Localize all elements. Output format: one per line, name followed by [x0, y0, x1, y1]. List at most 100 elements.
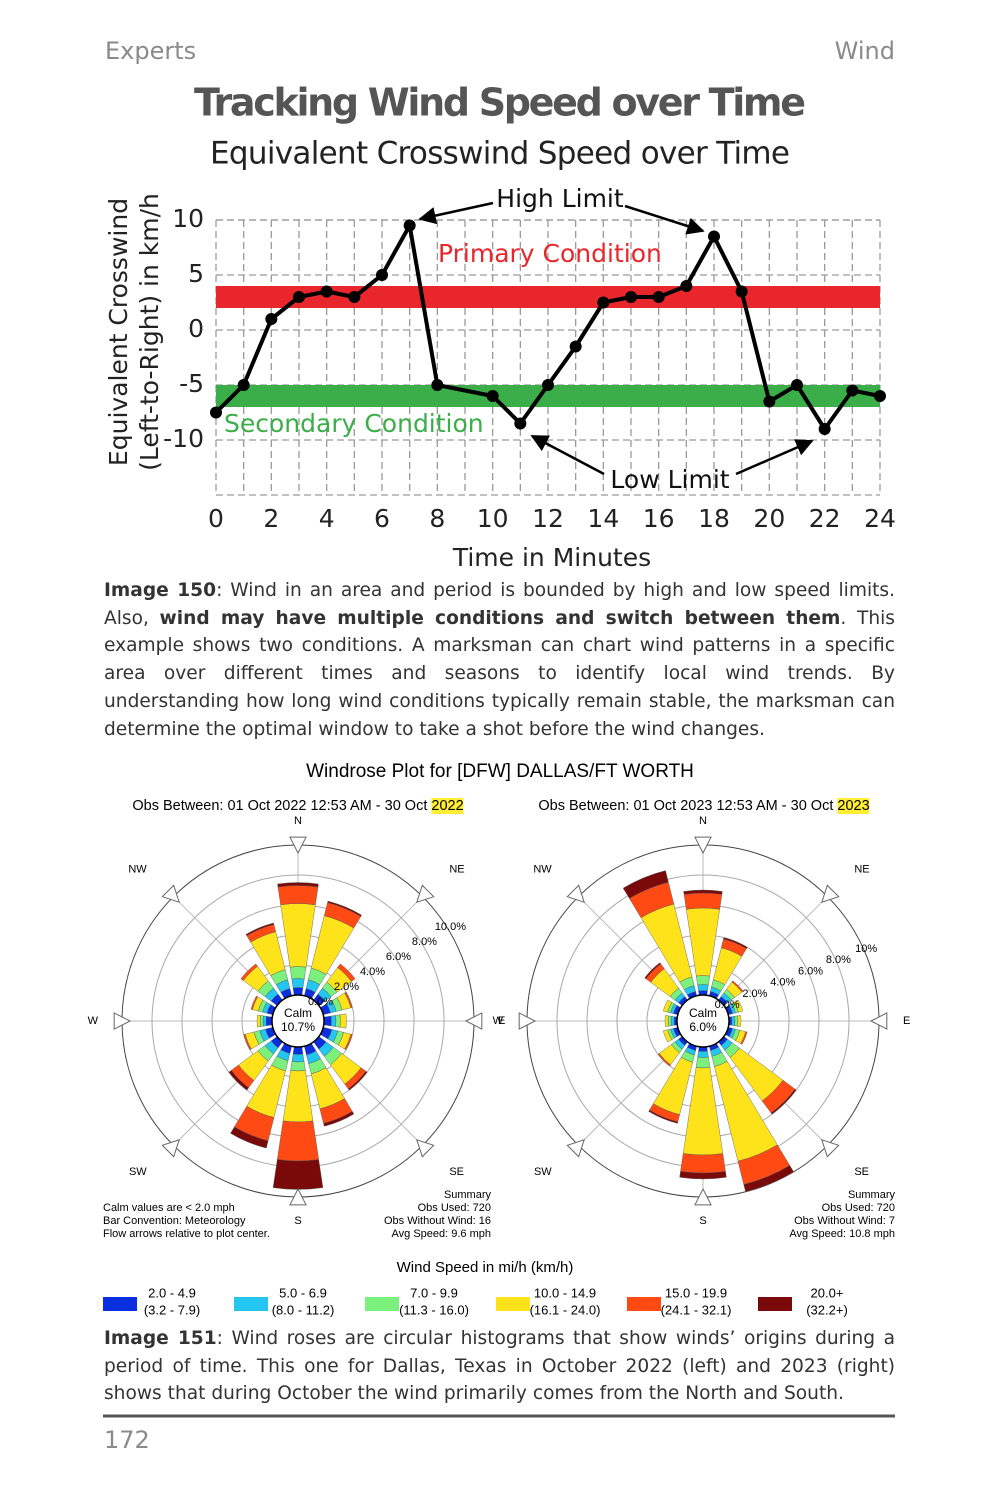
- flow-arrow: [161, 1139, 180, 1158]
- legend-label: 10.0 - 14.9: [534, 1285, 596, 1300]
- legend-label: 20.0+: [811, 1285, 844, 1300]
- compass-label: SW: [129, 1166, 147, 1178]
- wedge: [323, 1015, 332, 1027]
- wedge: [347, 1070, 368, 1091]
- wedge: [648, 1109, 679, 1124]
- wedge: [737, 1015, 742, 1027]
- legend-sublabel: (16.1 - 24.0): [530, 1302, 601, 1317]
- wedge: [245, 922, 275, 936]
- data-point: [818, 423, 831, 435]
- wedge: [734, 999, 744, 1013]
- data-point: [210, 406, 222, 419]
- data-point: [265, 313, 278, 325]
- legend-label: 2.0 - 4.9: [148, 1285, 196, 1300]
- wedge: [682, 1067, 724, 1156]
- data-point: [625, 291, 637, 303]
- compass-label: W: [493, 1015, 504, 1027]
- wedge: [327, 900, 362, 917]
- data-point: [431, 379, 444, 391]
- wedge: [250, 995, 258, 1010]
- compass-label: E: [903, 1015, 910, 1027]
- flow-arrow: [416, 1139, 435, 1158]
- caption-text: . This example shows two conditions. A m…: [104, 607, 895, 740]
- wedge: [640, 903, 693, 983]
- data-point: [514, 417, 527, 430]
- compass-label: E: [498, 1015, 505, 1027]
- wedge: [292, 987, 304, 996]
- wedge: [290, 1061, 306, 1072]
- flow-arrow: [821, 884, 840, 903]
- wedge: [697, 1050, 709, 1058]
- wedge: [289, 966, 307, 980]
- annotation-arrow: [624, 204, 705, 235]
- legend-sublabel: (3.2 - 7.9): [144, 1302, 200, 1317]
- wedge: [657, 1053, 671, 1067]
- running-head: Experts: [105, 37, 196, 65]
- caption: Image 151: Wind roses are circular histo…: [104, 1325, 895, 1408]
- ring-label: 0.0%: [715, 999, 740, 1011]
- ring-label: 2.0%: [334, 981, 359, 993]
- wedge: [337, 963, 356, 982]
- caption: Image 150: Wind in an area and period is…: [104, 577, 895, 743]
- obs-text: Obs Between: 01 Oct 2022 12:53 AM - 30 O…: [132, 798, 428, 814]
- wedge: [667, 1015, 672, 1027]
- wedge: [644, 962, 662, 980]
- ring-label: 2.0%: [742, 988, 767, 1000]
- wedge: [323, 1111, 355, 1127]
- obs-period: Obs Between: 01 Oct 2023 12:53 AM - 30 O…: [538, 798, 870, 814]
- x-tick-label: 20: [753, 504, 785, 533]
- wedge: [731, 980, 744, 993]
- x-tick-label: 2: [263, 504, 279, 533]
- flow-arrow: [566, 1139, 585, 1158]
- flow-arrow: [518, 1012, 537, 1030]
- x-tick-label: 22: [809, 504, 841, 533]
- wedge: [670, 1016, 675, 1026]
- y-tick-label: 5: [188, 259, 204, 288]
- compass-label: NE: [854, 864, 869, 876]
- legend-swatch: [496, 1297, 530, 1311]
- summary: Summary: [444, 1189, 492, 1201]
- wedge: [344, 1033, 353, 1051]
- x-tick-label: 16: [643, 504, 675, 533]
- wedge: [734, 1015, 739, 1027]
- wedge: [243, 1033, 252, 1051]
- flow-arrow: [694, 1187, 712, 1206]
- flow-arrow: [289, 836, 307, 855]
- wedge: [230, 1126, 269, 1149]
- summary: Avg Speed: 9.6 mph: [392, 1228, 491, 1240]
- compass-label: NW: [533, 864, 552, 876]
- wedge: [679, 1171, 727, 1180]
- compass-label: S: [294, 1215, 301, 1227]
- wedge: [259, 1015, 264, 1027]
- compass-label: SE: [854, 1166, 869, 1178]
- x-axis-label: Time in Minutes: [452, 543, 651, 572]
- condition-band: [216, 286, 880, 308]
- x-tick-label: 10: [477, 504, 509, 533]
- ring-label: 8.0%: [412, 936, 437, 948]
- band-label: Primary Condition: [438, 239, 662, 268]
- windrose-title: Windrose Plot for [DFW] DALLAS/FT WORTH: [306, 761, 694, 782]
- y-axis-label: (Left-to-Right) in km/h: [135, 193, 164, 471]
- y-tick-label: 10: [172, 204, 204, 233]
- wedge: [662, 999, 672, 1013]
- compass-label: SE: [449, 1166, 464, 1178]
- compass-label: W: [88, 1015, 99, 1027]
- legend-swatch: [103, 1297, 137, 1311]
- wedge: [277, 1120, 319, 1162]
- obs-period: Obs Between: 01 Oct 2022 12:53 AM - 30 O…: [132, 798, 464, 814]
- data-point: [735, 285, 748, 298]
- data-point: [708, 230, 720, 243]
- annotation-arrow: [530, 434, 605, 476]
- plot-note: Bar Convention: Meteorology: [103, 1215, 246, 1227]
- x-tick-label: 24: [864, 504, 896, 533]
- caption-text: : Wind roses are circular histograms tha…: [104, 1328, 895, 1405]
- wedge: [282, 1070, 314, 1123]
- calm-label: Calm: [284, 1006, 312, 1020]
- y-tick-label: 0: [188, 314, 204, 343]
- data-point: [486, 390, 499, 402]
- x-tick-label: 14: [587, 504, 619, 533]
- data-point: [652, 291, 665, 303]
- windrose: Calm6.0%0.0%2.0%4.0%6.0%8.0%10%NNEESESSW…: [493, 815, 911, 1240]
